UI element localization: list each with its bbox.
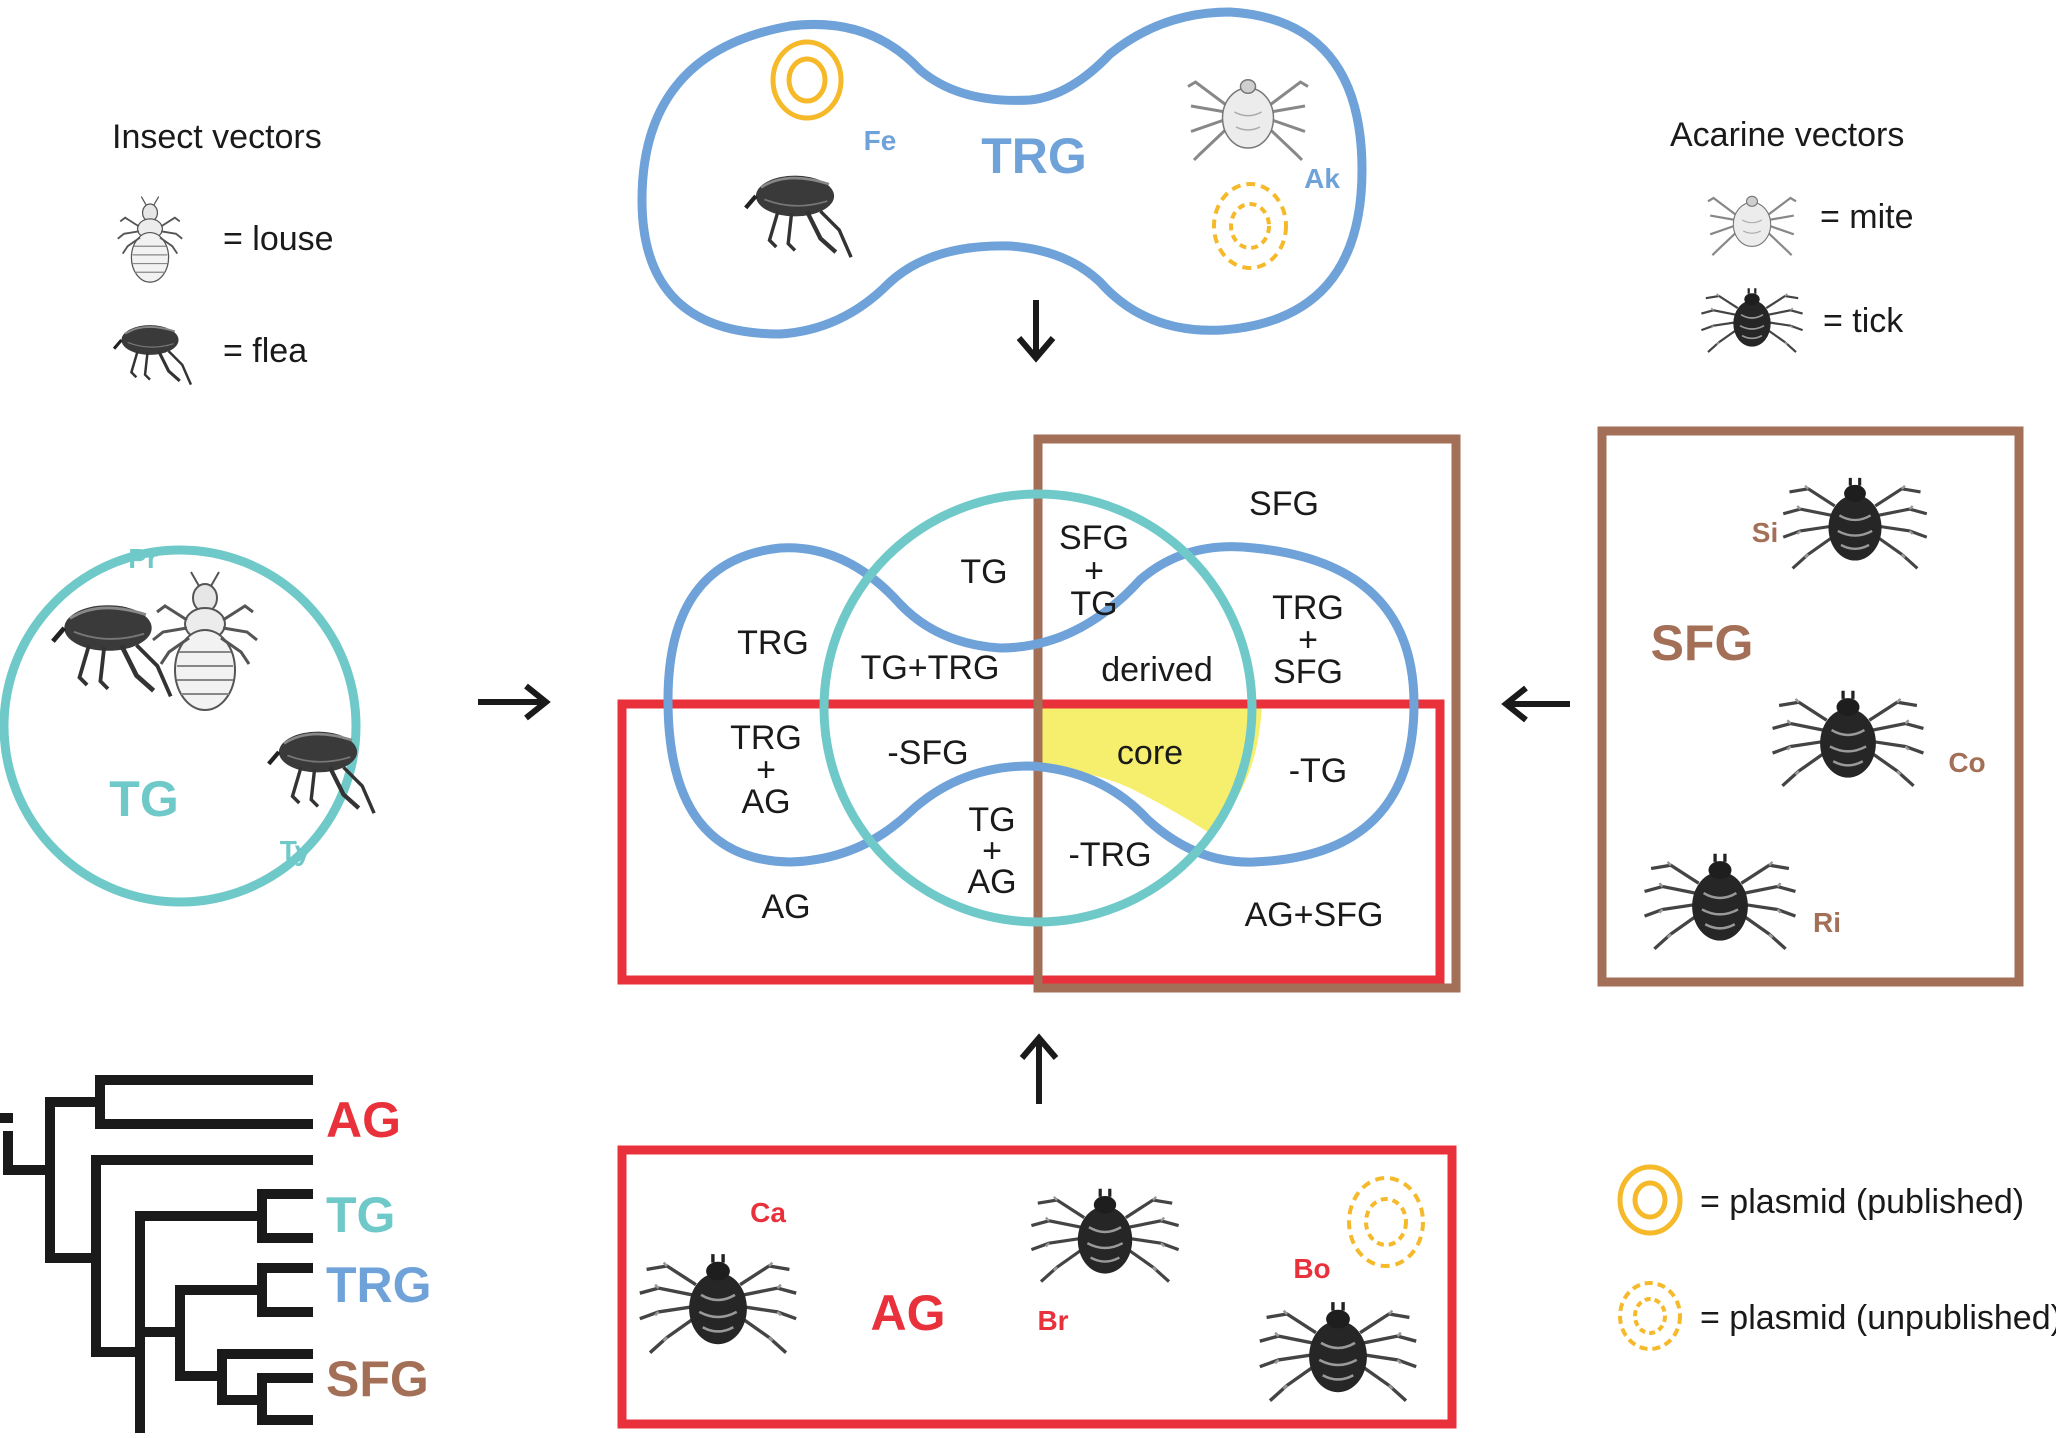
sfg-group: Si SFG Co Ri (1597, 426, 2024, 987)
mite-legend-label: = mite (1820, 198, 1914, 236)
tree-label-tg: TG (326, 1187, 395, 1243)
sfg-member-co: Co (1948, 747, 1985, 778)
ag-venn-box (617, 699, 1445, 985)
region-minus-sfg: -SFG (887, 734, 968, 772)
plasmid-published-label: = plasmid (published) (1700, 1183, 2024, 1221)
tree-label-sfg: SFG (326, 1351, 429, 1407)
louse-icon (116, 195, 184, 284)
region-minus-trg: -TRG (1068, 836, 1151, 874)
region-ag-sfg: AG+SFG (1245, 896, 1384, 934)
sfg-outline (1597, 426, 2024, 987)
region-trg: TRG (737, 624, 809, 662)
region-trg-ag-3: AG (741, 783, 790, 821)
region-sfg-tg-3: TG (1070, 585, 1117, 623)
louse-legend-label: = louse (223, 220, 334, 258)
plasmid-published-icon (770, 39, 844, 121)
flea-icon (112, 323, 193, 387)
region-core: core (1117, 734, 1183, 772)
sfg-member-ri: Ri (1813, 907, 1841, 938)
arrow-icon (1019, 1033, 1059, 1104)
ag-member-ca: Ca (750, 1197, 786, 1228)
arrow-icon (1016, 300, 1056, 363)
region-tg-trg: TG+TRG (861, 649, 1000, 687)
tg-group-label: TG (109, 771, 178, 827)
tick-icon (1781, 476, 1929, 570)
region-tg-ag-1: TG (968, 801, 1015, 839)
region-trg-sfg-2: + (1298, 621, 1318, 659)
region-trg-ag-1: TRG (730, 719, 802, 757)
ag-member-br: Br (1037, 1305, 1068, 1336)
region-trg-sfg-1: TRG (1272, 589, 1344, 627)
sfg-group-label: SFG (1651, 615, 1754, 671)
region-trg-sfg-3: SFG (1273, 653, 1343, 691)
ag-group: Ca AG Br Bo (617, 1145, 1457, 1429)
tick-icon (1700, 287, 1804, 354)
tree-label-ag: AG (326, 1092, 401, 1148)
tick-icon (638, 1252, 798, 1355)
core-highlight (1042, 704, 1262, 832)
trg-venn-outline (663, 542, 1419, 867)
region-tg-ag-3: AG (967, 863, 1016, 901)
mite-icon (1186, 78, 1310, 162)
ag-member-bo: Bo (1293, 1253, 1330, 1284)
tick-icon (1642, 852, 1798, 951)
plasmid-unpublished-icon (1347, 1176, 1425, 1268)
phylogenetic-tree (0, 1075, 313, 1438)
tg-member-ty: Ty (280, 835, 311, 866)
ag-outline (617, 1145, 1457, 1429)
region-tg-ag-2: + (982, 832, 1002, 870)
plasmid-unpublished-icon (1618, 1281, 1682, 1351)
tick-icon (1029, 1187, 1181, 1284)
plasmid-unpublished-icon (1212, 182, 1288, 270)
flea-legend-label: = flea (223, 332, 307, 370)
arrow-icon (478, 683, 551, 721)
arrow-icon (1501, 685, 1570, 723)
tg-outline (0, 545, 361, 907)
mite-icon (1706, 195, 1798, 257)
tg-group: Pr TG Ty (0, 543, 374, 907)
ag-group-label: AG (871, 1285, 946, 1341)
trg-group-label: TRG (981, 128, 1087, 184)
tick-legend-label: = tick (1823, 302, 1904, 340)
tg-venn-outline (819, 489, 1257, 927)
trg-outline (637, 7, 1367, 339)
region-sfg-tg-1: SFG (1059, 519, 1129, 557)
sfg-member-si: Si (1752, 517, 1778, 548)
tick-icon (1770, 689, 1926, 788)
region-trg-ag-2: + (756, 751, 776, 789)
region-sfg: SFG (1249, 485, 1319, 523)
plasmid-published-icon (1617, 1164, 1683, 1236)
sfg-venn-box (1033, 434, 1461, 993)
trg-member-ak: Ak (1304, 163, 1340, 194)
trg-group: Fe TRG Ak (637, 7, 1367, 339)
tick-icon (1258, 1300, 1418, 1403)
region-sfg-tg-2: + (1084, 552, 1104, 590)
flea-icon (53, 605, 171, 696)
region-ag: AG (761, 888, 810, 926)
tree-label-trg: TRG (326, 1257, 432, 1313)
plasmid-unpublished-label: = plasmid (unpublished) (1700, 1299, 2056, 1337)
insect-legend-title: Insect vectors (112, 118, 322, 156)
trg-member-fe: Fe (864, 125, 897, 156)
acarine-legend-title: Acarine vectors (1670, 116, 1904, 154)
flea-icon (746, 176, 851, 258)
region-minus-tg: -TG (1289, 752, 1348, 790)
tg-member-pr: Pr (128, 543, 158, 574)
venn-diagram: SFG TG SFG + TG TRG TG+TRG derived TRG +… (617, 434, 1461, 993)
region-derived: derived (1101, 651, 1213, 689)
region-tg: TG (960, 553, 1007, 591)
